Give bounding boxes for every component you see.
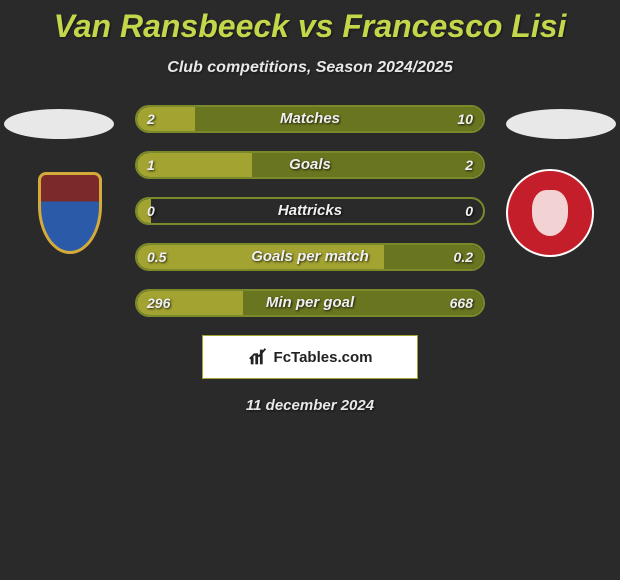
bar-value-right: 10 — [447, 107, 483, 131]
bar-label: Hattricks — [137, 199, 483, 223]
stat-bar: Min per goal296 668 — [135, 289, 485, 317]
bar-label: Goals — [137, 153, 483, 177]
club-crest-left — [20, 163, 120, 263]
shadow-ellipse-left — [4, 109, 114, 139]
stat-bars: Matches210Goals12Hattricks00Goals per ma… — [135, 105, 485, 317]
stat-bar: Hattricks0 0 — [135, 197, 485, 225]
club-crest-right — [500, 163, 600, 263]
crest-badge-left — [38, 172, 102, 254]
bar-value-right: 0.2 — [444, 245, 483, 269]
bar-label: Min per goal — [137, 291, 483, 315]
chart-icon — [248, 346, 270, 368]
bar-label: Matches — [137, 107, 483, 131]
stat-bar: Goals1 2 — [135, 151, 485, 179]
bar-label: Goals per match — [137, 245, 483, 269]
bar-value-left: 1 — [137, 153, 165, 177]
bar-value-left: 2 — [137, 107, 165, 131]
bar-value-right: 0 — [455, 199, 483, 223]
bar-value-left: 0.5 — [137, 245, 176, 269]
bar-value-right: 668 — [440, 291, 483, 315]
brand-box: FcTables.com — [202, 335, 418, 379]
page-title: Van Ransbeeck vs Francesco Lisi — [0, 0, 620, 45]
footer-date: 11 december 2024 — [8, 397, 612, 414]
crest-badge-right — [506, 169, 594, 257]
stat-bar: Matches2 10 — [135, 105, 485, 133]
bar-value-left: 0 — [137, 199, 165, 223]
brand-text: FcTables.com — [274, 349, 373, 366]
comparison-panel: Matches210Goals12Hattricks00Goals per ma… — [0, 105, 620, 414]
subtitle: Club competitions, Season 2024/2025 — [0, 59, 620, 77]
bar-value-right: 2 — [455, 153, 483, 177]
shadow-ellipse-right — [506, 109, 616, 139]
stat-bar: Goals per match0.5 0.2 — [135, 243, 485, 271]
bar-value-left: 296 — [137, 291, 180, 315]
